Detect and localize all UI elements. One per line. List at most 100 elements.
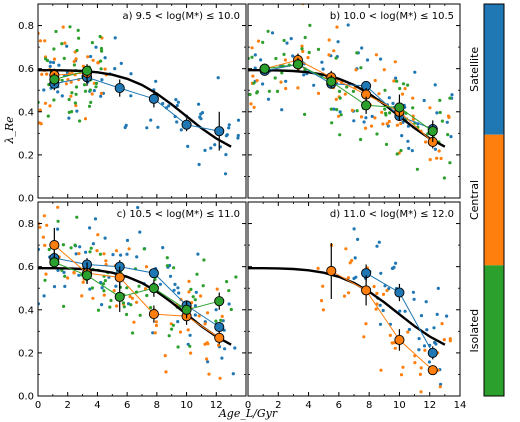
galaxy-point [84,250,88,254]
galaxy-point [261,82,265,86]
galaxy-point [351,89,355,93]
galaxy-point [440,119,444,123]
galaxy-point [121,301,125,305]
galaxy-point [206,311,210,315]
galaxy-point [252,105,256,109]
galaxy-point [227,123,231,127]
galaxy-point [440,322,444,326]
galaxy-point [236,118,241,122]
series-isolated [49,255,225,319]
bin-marker [427,365,438,376]
y-tick-label: 0.4 [18,305,34,316]
x-tick-label: 0 [245,400,251,411]
galaxy-point [62,56,66,61]
series-line [54,70,88,80]
galaxy-point [280,71,284,75]
galaxy-point [388,111,392,115]
galaxy-point [338,96,342,100]
galaxy-point [438,110,442,115]
galaxy-point [347,291,351,295]
galaxy-point [394,261,398,265]
galaxy-point [65,44,69,48]
galaxy-point [377,240,381,244]
galaxy-point [80,294,84,298]
galaxy-point [168,274,173,278]
bin-marker [427,126,438,137]
galaxy-point [450,93,454,97]
galaxy-point [261,40,265,45]
galaxy-point [99,91,103,95]
bin-marker [292,59,304,70]
y-axis-label: λ_Re [3,116,16,145]
axes-frame [247,201,461,397]
galaxy-point [207,372,211,376]
plot-area [38,205,238,380]
galaxy-point [52,285,57,289]
galaxy-point [154,320,158,324]
galaxy-point [135,300,139,304]
galaxy-point [176,100,180,104]
galaxy-point [303,112,307,116]
galaxy-point [364,126,368,130]
galaxy-point [291,54,295,58]
galaxy-point [296,86,300,90]
galaxy-point [41,235,46,239]
galaxy-point [403,87,407,91]
model-curve [248,68,446,148]
galaxy-point [176,286,180,290]
bin-marker [427,347,438,358]
galaxy-point [225,280,229,284]
galaxy-point [111,253,115,257]
galaxy-point [100,78,104,82]
galaxy-point [448,339,452,343]
galaxy-point [411,106,415,110]
x-tick-label: 14 [454,400,467,411]
galaxy-point [44,272,48,276]
galaxy-point [127,247,131,251]
galaxy-point [216,76,220,80]
galaxy-point [89,100,93,104]
galaxy-point [74,104,78,108]
galaxy-point [188,344,192,348]
galaxy-point [224,153,228,157]
y-tick-label: 0.0 [18,194,34,205]
plot-area [38,25,241,176]
galaxy-point [176,320,180,324]
galaxy-point [119,253,123,257]
series-line [264,63,433,132]
galaxy-point [332,107,336,111]
bin-marker [49,240,60,251]
galaxy-point [380,110,384,114]
galaxy-point [95,249,99,253]
galaxy-point [399,373,404,377]
galaxy-point [417,337,421,341]
series-line [331,270,434,371]
galaxy-point [378,322,383,326]
galaxy-point [321,67,325,71]
galaxy-point [428,106,432,110]
galaxy-point [284,79,288,83]
galaxy-point [187,290,191,294]
galaxy-point [167,104,171,108]
galaxy-point [149,306,153,310]
galaxy-point [145,126,149,130]
galaxy-point [359,115,364,119]
galaxy-point [316,47,321,52]
galaxy-point [425,328,429,332]
galaxy-point [406,139,410,143]
x-tick-label: 4 [94,400,100,411]
galaxy-point [393,60,397,64]
galaxy-point [437,149,441,153]
galaxy-point [449,135,453,139]
bin-marker [148,268,159,279]
galaxy-point [94,81,99,85]
bin-marker [181,119,192,130]
galaxy-point [102,289,106,293]
series-isolated [259,57,438,142]
x-tick-label: 0 [35,400,41,411]
bin-marker [214,332,225,343]
galaxy-point [99,59,103,63]
galaxy-point [419,314,424,318]
galaxy-point [274,56,278,61]
galaxy-point [435,156,439,160]
